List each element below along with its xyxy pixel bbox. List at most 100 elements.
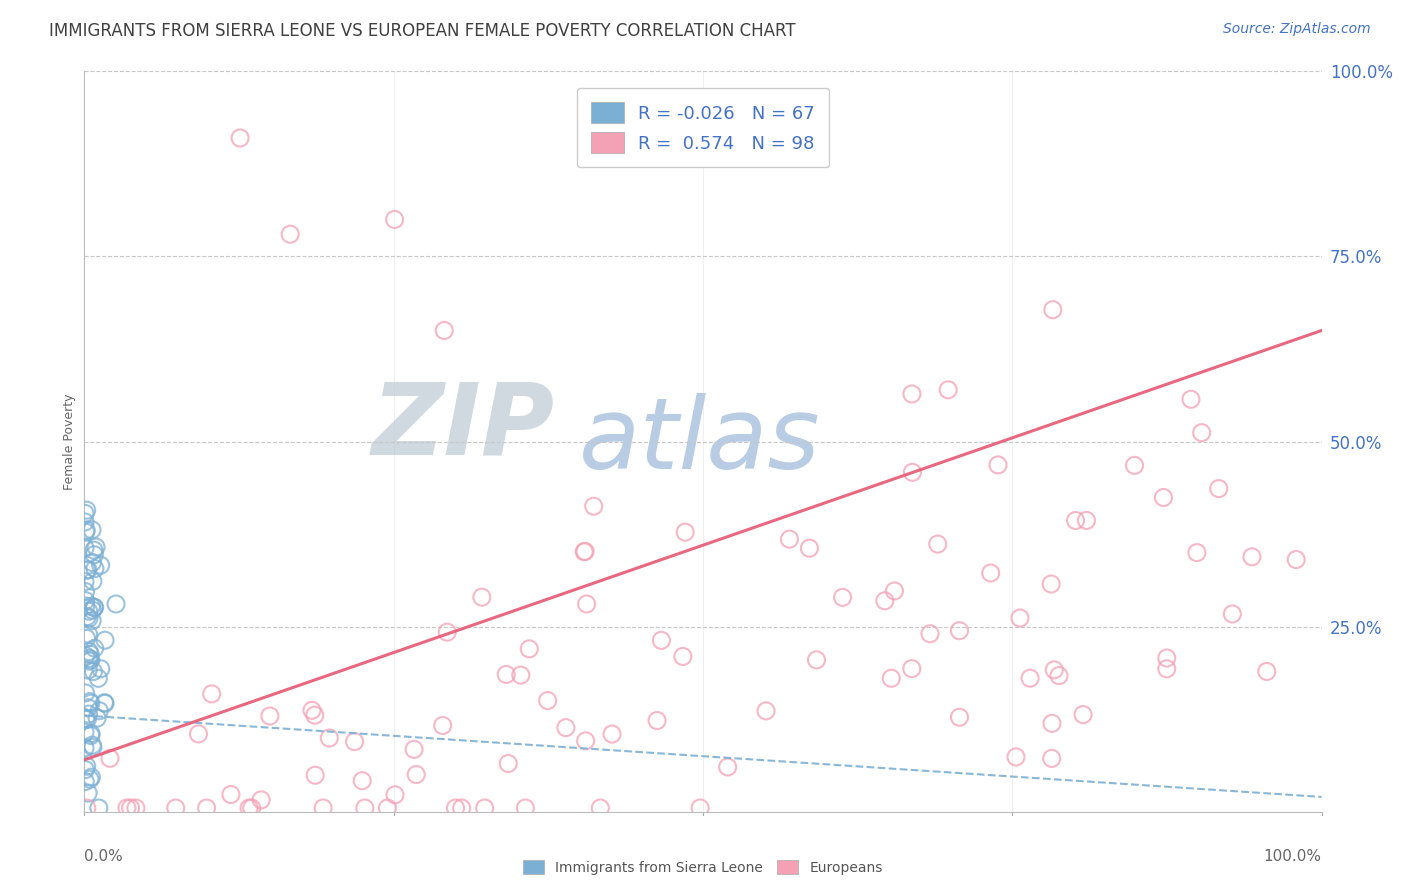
Point — [75, 774, 97, 789]
Point — [1040, 716, 1063, 731]
Point — [1285, 552, 1308, 566]
Point — [82, 665, 104, 679]
Point — [1064, 514, 1087, 528]
Point — [582, 499, 605, 513]
Point — [927, 537, 949, 551]
Point — [76, 801, 98, 815]
Point — [73, 515, 96, 529]
Point — [901, 662, 924, 676]
Point — [77, 645, 100, 659]
Point — [474, 801, 496, 815]
Point — [76, 759, 98, 773]
Point — [219, 788, 242, 802]
Point — [77, 563, 100, 577]
Point — [450, 801, 472, 815]
Point — [574, 544, 596, 558]
Point — [1208, 482, 1230, 496]
Point — [76, 609, 98, 624]
Point — [80, 599, 103, 614]
Point — [1185, 546, 1208, 560]
Point — [873, 594, 896, 608]
Point — [278, 227, 301, 242]
Point — [1019, 671, 1042, 685]
Point — [75, 593, 97, 607]
Point — [77, 663, 100, 677]
Point — [82, 740, 104, 755]
Point — [384, 212, 406, 227]
Point — [880, 671, 903, 685]
Point — [1240, 549, 1263, 564]
Point — [1180, 392, 1202, 407]
Point — [799, 541, 821, 556]
Point — [755, 704, 778, 718]
Point — [73, 574, 96, 589]
Point — [195, 801, 218, 815]
Point — [672, 649, 695, 664]
Point — [509, 668, 531, 682]
Point — [73, 541, 96, 555]
Point — [82, 574, 104, 589]
Point — [240, 801, 263, 815]
Text: 100.0%: 100.0% — [1264, 849, 1322, 863]
Point — [76, 712, 98, 726]
Point — [73, 725, 96, 739]
Point — [918, 626, 941, 640]
Point — [589, 801, 612, 815]
Point — [201, 687, 224, 701]
Text: atlas: atlas — [579, 393, 821, 490]
Point — [76, 503, 98, 517]
Point — [1256, 665, 1278, 679]
Point — [98, 751, 121, 765]
Point — [980, 566, 1002, 580]
Point — [83, 543, 105, 558]
Point — [689, 801, 711, 815]
Point — [250, 793, 273, 807]
Point — [1156, 651, 1178, 665]
Point — [384, 788, 406, 802]
Point — [93, 696, 115, 710]
Point — [352, 773, 374, 788]
Point — [436, 625, 458, 640]
Point — [73, 740, 96, 755]
Point — [105, 597, 128, 611]
Point — [79, 647, 101, 661]
Point — [318, 731, 340, 745]
Point — [948, 710, 970, 724]
Point — [229, 131, 252, 145]
Point — [1071, 707, 1094, 722]
Point — [80, 653, 103, 667]
Point — [377, 801, 399, 815]
Point — [537, 693, 560, 707]
Point — [77, 707, 100, 722]
Point — [79, 695, 101, 709]
Point — [83, 600, 105, 615]
Point — [89, 704, 111, 718]
Point — [831, 591, 853, 605]
Point — [187, 727, 209, 741]
Point — [83, 548, 105, 562]
Point — [94, 696, 117, 710]
Point — [673, 525, 696, 540]
Point — [75, 523, 97, 537]
Point — [84, 561, 107, 575]
Point — [90, 662, 112, 676]
Point — [83, 600, 105, 615]
Point — [80, 729, 103, 743]
Point — [936, 383, 959, 397]
Point — [402, 742, 425, 756]
Point — [84, 540, 107, 554]
Legend: R = -0.026   N = 67, R =  0.574   N = 98: R = -0.026 N = 67, R = 0.574 N = 98 — [576, 87, 830, 168]
Point — [75, 525, 97, 540]
Point — [238, 801, 260, 815]
Point — [1222, 607, 1244, 621]
Point — [444, 801, 467, 815]
Point — [312, 801, 335, 815]
Point — [75, 686, 97, 700]
Point — [554, 721, 576, 735]
Point — [515, 801, 537, 815]
Point — [75, 584, 97, 599]
Text: Source: ZipAtlas.com: Source: ZipAtlas.com — [1223, 22, 1371, 37]
Point — [600, 727, 623, 741]
Point — [948, 624, 970, 638]
Point — [76, 632, 98, 646]
